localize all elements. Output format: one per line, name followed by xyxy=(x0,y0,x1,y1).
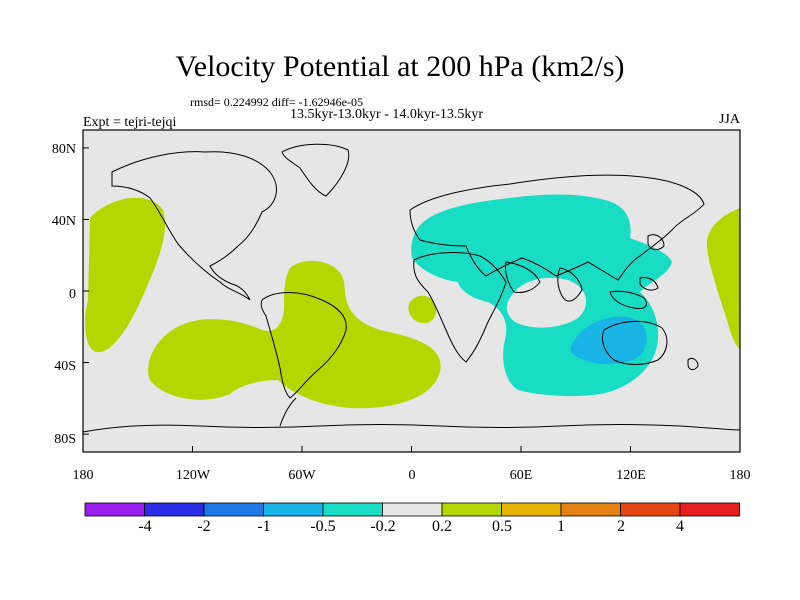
plot-area xyxy=(83,130,740,452)
colorbar-box-6 xyxy=(441,502,502,517)
colorbar-label: 0.2 xyxy=(432,518,452,535)
y-tick-label-40n: 40N xyxy=(51,214,76,229)
region-south-pacific-atlantic-positive xyxy=(148,260,441,409)
plot-background xyxy=(83,130,740,452)
region-north-pacific-positive xyxy=(85,197,166,353)
colorbar-label: -4 xyxy=(138,518,152,535)
colorbar-label: -2 xyxy=(197,518,211,535)
x-tick-label-0: 0 xyxy=(408,468,416,483)
colorbar-label: 2 xyxy=(617,518,625,535)
coastlines xyxy=(83,143,740,433)
colorbar xyxy=(84,502,740,517)
colorbar-box-4 xyxy=(322,502,383,517)
y-tick-label-0: 0 xyxy=(69,287,76,302)
colorbar-label: -0.5 xyxy=(310,518,336,535)
y-axis-ticks xyxy=(83,147,89,435)
colorbar-box-1 xyxy=(144,502,205,517)
region-east-pacific-edge-positive xyxy=(706,208,740,350)
x-axis-ticks xyxy=(82,446,741,452)
y-tick-label-80s: 80S xyxy=(54,432,76,447)
colorbar-label: -1 xyxy=(257,518,271,535)
y-tick-label-40s: 40S xyxy=(54,359,76,374)
x-tick-label-60e: 60E xyxy=(509,468,533,483)
colorbar-box-5 xyxy=(382,502,443,517)
colorbar-label: 1 xyxy=(557,518,565,535)
colorbar-box-0 xyxy=(84,502,145,517)
map-title: Velocity Potential at 200 hPa (km2/s) xyxy=(175,50,625,83)
y-tick-label-80n: 80N xyxy=(51,142,76,157)
experiment-label: Expt = tejri-tejqi xyxy=(83,115,177,130)
colorbar-label: -0.2 xyxy=(370,518,396,535)
x-tick-label-180w: 180 xyxy=(72,468,94,483)
period-subtitle: 13.5kyr-13.0kyr - 14.0kyr-13.5kyr xyxy=(290,107,484,122)
colorbar-box-10 xyxy=(679,502,740,517)
colorbar-box-9 xyxy=(620,502,681,517)
colorbar-label: 0.5 xyxy=(492,518,512,535)
colorbar-label: 4 xyxy=(676,518,684,535)
region-indian-ocean-neutral xyxy=(506,277,587,328)
season-label: JJA xyxy=(718,112,740,127)
colorbar-box-8 xyxy=(560,502,621,517)
x-tick-label-60w: 60W xyxy=(288,468,316,483)
colorbar-box-3 xyxy=(263,502,324,517)
region-west-africa-positive xyxy=(408,295,437,324)
region-australia-negative-core xyxy=(570,316,647,365)
colorbar-box-2 xyxy=(203,502,264,517)
x-tick-label-180e: 180 xyxy=(729,468,751,483)
colorbar-box-7 xyxy=(501,502,562,517)
x-tick-label-120w: 120W xyxy=(175,468,211,483)
stats-text: rmsd= 0.224992 diff= -1.62946e-05 xyxy=(190,95,363,109)
x-tick-label-120e: 120E xyxy=(616,468,646,483)
